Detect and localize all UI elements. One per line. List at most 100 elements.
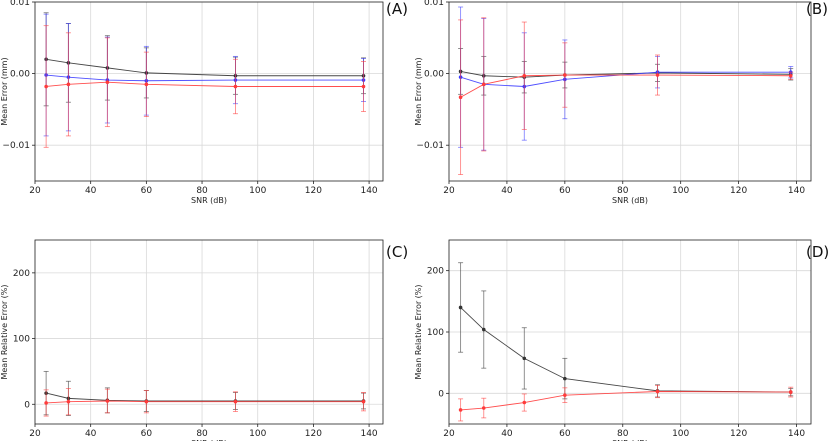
y-tick-label: 200 [427, 267, 444, 277]
series-group [43, 370, 367, 417]
series-line-black [46, 392, 364, 402]
data-point-red [458, 95, 463, 100]
series-line-black [460, 71, 791, 78]
data-point-red [788, 73, 793, 78]
series-group [458, 262, 794, 422]
x-tick-label: 140 [360, 186, 377, 196]
data-point-red [481, 82, 486, 87]
series-line-blue [460, 71, 791, 87]
data-point-red [481, 406, 486, 410]
series-line-blue [46, 74, 364, 82]
x-tick-label: 80 [617, 186, 629, 196]
x-tick-label: 20 [443, 429, 455, 439]
x-tick-label: 140 [360, 429, 377, 439]
data-point-red [66, 82, 71, 87]
data-point-black [458, 305, 463, 310]
data-point-red [361, 399, 366, 404]
y-tick-label: 100 [427, 328, 444, 338]
panel-3: 20 40 60 80 100 120 140 0 100 200 SNR (dB) Mean Rel… [414, 239, 829, 441]
x-tick-label: 140 [788, 186, 805, 196]
series-line-red [46, 81, 364, 87]
y-tick-label: 0.00 [10, 70, 30, 80]
data-point-red [66, 399, 71, 404]
data-point-red [233, 399, 238, 404]
plot-frame [34, 1, 384, 182]
data-point-red [361, 84, 366, 89]
series-line-red [460, 74, 791, 98]
panel-2: 20 40 60 80 100 120 140 0 100 200 SNR (dB) Mean Rel… [0, 239, 408, 441]
x-tick-label: 120 [305, 186, 322, 196]
data-point-red [655, 73, 660, 77]
panel-0: 20 40 60 80 100 120 140 −0.01 0.00 0.01 SNR (dB) Me… [0, 0, 408, 205]
x-tick-label: 80 [617, 429, 629, 439]
data-point-red [44, 401, 48, 405]
x-tick-label: 80 [196, 429, 208, 439]
data-point-red [144, 399, 149, 404]
x-tick-label: 20 [29, 429, 41, 439]
x-axis-label: SNR (dB) [191, 439, 227, 441]
data-point-red [44, 84, 48, 89]
data-point-red [522, 73, 527, 78]
panel-label: (B) [806, 0, 828, 18]
plot-frame [448, 1, 812, 182]
x-tick-label: 40 [501, 429, 513, 439]
series-group [458, 6, 794, 176]
x-tick-label: 80 [196, 186, 208, 196]
x-tick-label: 60 [141, 186, 153, 196]
y-tick-label: 0 [438, 389, 444, 399]
x-tick-label: 20 [443, 186, 455, 196]
x-axis-label: SNR (dB) [612, 196, 648, 205]
panel-1: 20 40 60 80 100 120 140 −0.01 0.00 0.01 SNR (dB) Me… [414, 0, 828, 205]
x-axis-label: SNR (dB) [191, 196, 227, 205]
x-tick-label: 60 [141, 429, 153, 439]
data-point-red [563, 73, 567, 77]
y-axis-label: Mean Error (mm) [414, 57, 423, 125]
y-tick-label: 100 [13, 335, 30, 345]
y-axis-label: Mean Error (mm) [0, 57, 9, 125]
x-tick-label: 100 [249, 429, 266, 439]
x-tick-label: 100 [249, 186, 266, 196]
x-tick-label: 100 [672, 429, 689, 439]
y-tick-label: 200 [13, 269, 30, 279]
series-line-red [460, 391, 791, 411]
y-tick-label: −0.01 [2, 141, 30, 151]
x-tick-label: 140 [788, 429, 805, 439]
panel-label: (C) [386, 243, 408, 261]
series-line-black [46, 58, 364, 77]
data-point-red [105, 399, 110, 403]
x-axis-label: SNR (dB) [612, 439, 648, 441]
series-line-black [460, 307, 791, 393]
y-tick-label: 0.01 [10, 0, 30, 8]
x-tick-label: 120 [730, 429, 747, 439]
y-tick-label: 0.00 [424, 70, 444, 80]
data-point-red [563, 393, 567, 397]
series-line-red [46, 400, 364, 404]
y-tick-label: 0.01 [424, 0, 444, 8]
y-tick-label: −0.01 [416, 141, 444, 151]
x-tick-label: 100 [672, 186, 689, 196]
data-point-red [233, 84, 238, 89]
data-point-red [788, 390, 793, 394]
panel-label: (A) [386, 0, 408, 18]
x-tick-label: 40 [85, 186, 97, 196]
x-tick-label: 40 [501, 186, 513, 196]
panel-label: (D) [806, 243, 829, 261]
y-axis-label: Mean Relative Error (%) [414, 284, 423, 379]
x-tick-label: 120 [305, 429, 322, 439]
x-tick-label: 20 [29, 186, 41, 196]
x-tick-label: 60 [559, 429, 571, 439]
data-point-black [481, 327, 486, 332]
data-point-red [105, 80, 110, 84]
x-tick-label: 120 [730, 186, 747, 196]
series-group [43, 12, 367, 148]
x-tick-label: 60 [559, 186, 571, 196]
data-point-black [563, 376, 567, 381]
data-point-black [522, 356, 527, 361]
x-tick-label: 40 [85, 429, 97, 439]
data-point-red [458, 408, 463, 412]
plot-frame [34, 239, 384, 425]
data-point-red [655, 389, 660, 394]
data-point-red [144, 82, 149, 87]
y-axis-label: Mean Relative Error (%) [0, 284, 9, 379]
